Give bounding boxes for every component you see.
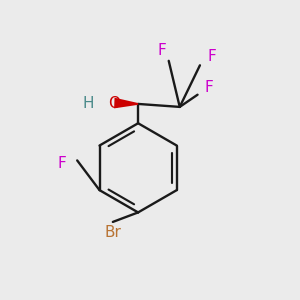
Text: F: F: [158, 43, 166, 58]
Text: O: O: [108, 95, 120, 110]
Polygon shape: [114, 98, 138, 108]
Text: F: F: [205, 80, 214, 95]
Text: F: F: [57, 156, 66, 171]
Text: F: F: [208, 49, 217, 64]
Text: Br: Br: [104, 225, 121, 240]
Text: H: H: [82, 95, 94, 110]
